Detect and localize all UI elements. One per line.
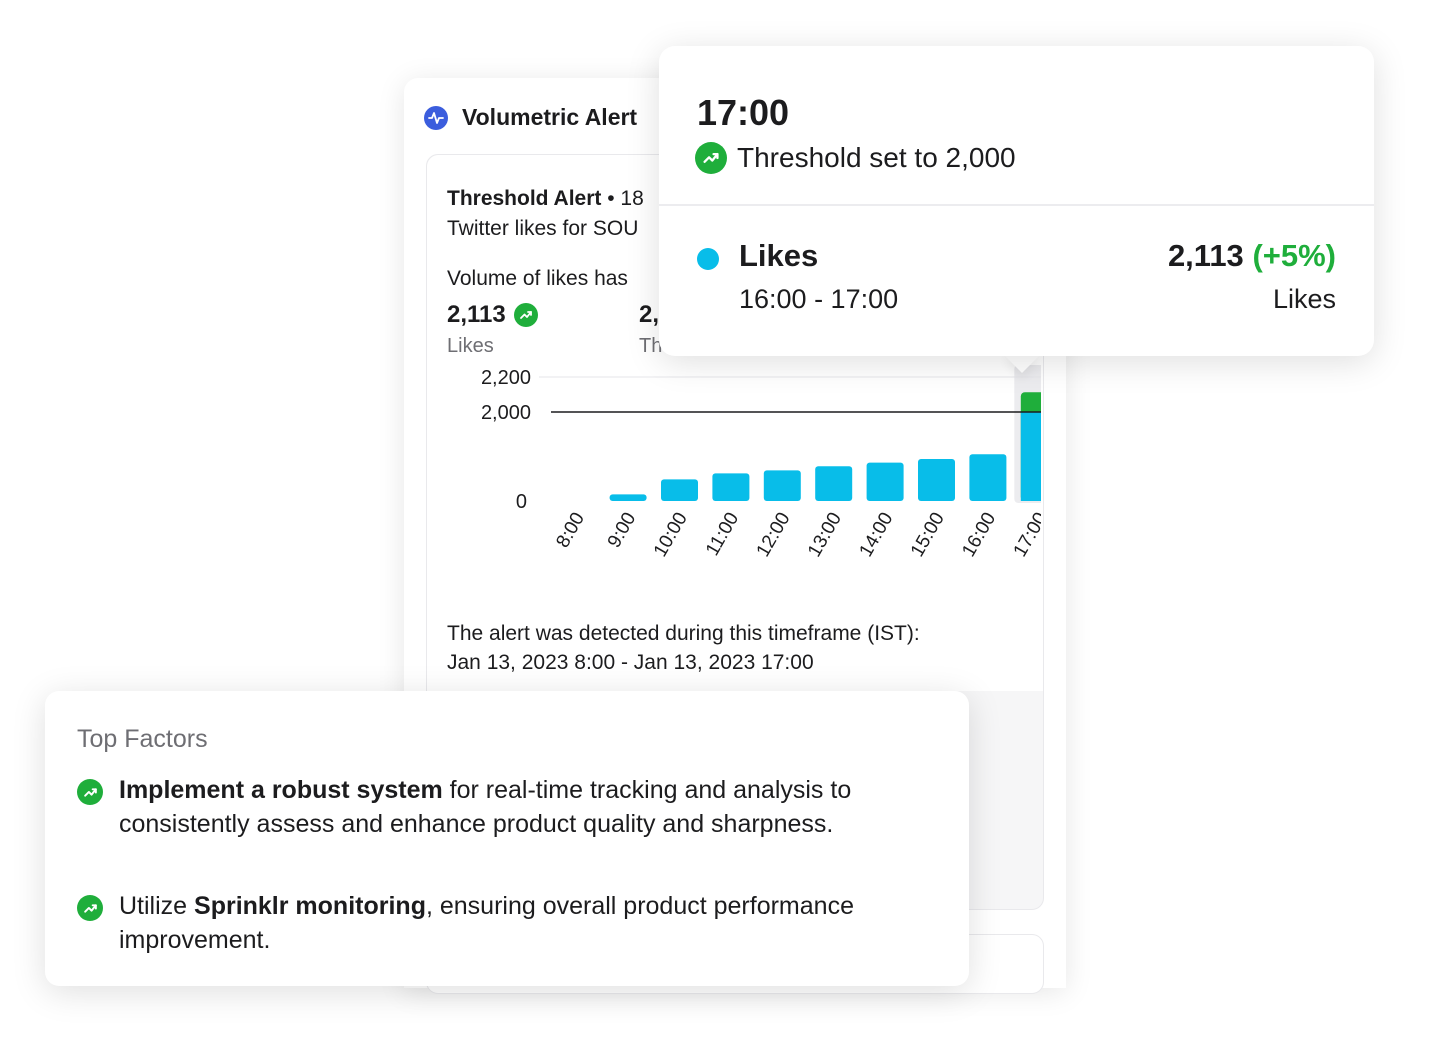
card-header: Volumetric Alert <box>424 104 637 131</box>
x-tick-label: 14:00 <box>855 509 897 561</box>
x-tick-label: 13:00 <box>804 509 846 561</box>
x-tick-label: 9:00 <box>604 509 641 552</box>
tooltip-threshold-text: Threshold set to 2,000 <box>737 142 1016 173</box>
bar <box>815 466 853 501</box>
threshold-label: Th <box>639 335 663 357</box>
y-tick-label: 0 <box>516 491 527 513</box>
trend-up-icon <box>77 895 103 921</box>
y-tick-label: 2,200 <box>481 367 531 389</box>
volume-summary: Volume of likes has <box>447 267 628 290</box>
tooltip-value: 2,113 (+5%) <box>1168 238 1336 274</box>
x-tick-label: 11:00 <box>702 509 743 559</box>
trend-up-icon <box>695 142 727 174</box>
tooltip-divider <box>659 204 1374 206</box>
top-factors-title: Top Factors <box>77 725 208 753</box>
tooltip-value-number: 2,113 <box>1167 238 1244 273</box>
bar <box>661 479 698 501</box>
threshold-metric: 2, Th <box>639 301 662 358</box>
pulse-icon <box>424 105 448 130</box>
top-factors-card: Top Factors Implement a robust system fo… <box>45 691 969 986</box>
tooltip-unit: Likes <box>1272 284 1336 314</box>
x-tick-label: 15:00 <box>907 509 949 561</box>
bar <box>763 470 801 501</box>
x-tick-label: 8:00 <box>552 509 589 552</box>
trend-up-icon <box>77 779 103 805</box>
likes-label: Likes <box>447 335 494 357</box>
factor-text-bold: Sprinklr monitoring <box>194 892 426 920</box>
bar <box>866 462 904 501</box>
tooltip-time: 17:00 <box>697 92 790 133</box>
likes-metric: 2,113 Likes <box>447 301 538 358</box>
trend-up-icon <box>513 303 538 327</box>
x-tick-label: 16:00 <box>958 509 1000 561</box>
bar <box>969 454 1007 501</box>
tooltip-range: 16:00 - 17:00 <box>739 284 899 314</box>
factor-item: Implement a robust system for real-time … <box>77 773 919 841</box>
x-tick-label: 10:00 <box>650 509 692 561</box>
factor-item: Utilize Sprinklr monitoring, ensuring ov… <box>77 889 919 957</box>
chart-tooltip: 17:00 Threshold set to 2,000 Likes 16:00… <box>659 46 1374 356</box>
timeframe-text: The alert was detected during this timef… <box>447 619 920 677</box>
factor-text: Implement a robust system for real-time … <box>119 773 919 841</box>
timeframe-range: Jan 13, 2023 8:00 - Jan 13, 2023 17:00 <box>447 651 814 674</box>
timeframe-label: The alert was detected during this timef… <box>447 622 920 645</box>
tooltip-change: (+5%) <box>1252 238 1336 273</box>
alert-heading: Threshold Alert • 18 <box>447 187 644 211</box>
bar <box>712 473 750 501</box>
y-tick-label: 2,000 <box>481 402 531 424</box>
factor-text-bold: Implement a robust system <box>119 776 443 804</box>
factor-text-post: , ensuring overall product performance i… <box>119 892 854 954</box>
bar <box>609 494 647 501</box>
alert-type: Threshold Alert <box>447 187 602 210</box>
factor-text: Utilize Sprinklr monitoring, ensuring ov… <box>119 889 919 957</box>
factor-text-pre: Utilize <box>119 892 195 920</box>
x-tick-label: 12:00 <box>753 509 795 561</box>
alert-meta: • 18 <box>601 187 644 210</box>
bar <box>1020 412 1041 501</box>
x-tick-label: 17:00 <box>1010 509 1041 561</box>
factor-text-post: for real-time tracking and analysis to c… <box>119 776 852 838</box>
alert-description: Twitter likes for SOU <box>447 217 639 240</box>
card-title: Volumetric Alert <box>462 104 638 130</box>
tooltip-threshold: Threshold set to 2,000 <box>695 142 1016 174</box>
tooltip-metric-name: Likes <box>739 238 819 273</box>
threshold-value: 2, <box>639 301 660 328</box>
series-dot-icon <box>697 248 719 270</box>
bar <box>918 459 955 501</box>
likes-value: 2,113 <box>447 301 506 328</box>
